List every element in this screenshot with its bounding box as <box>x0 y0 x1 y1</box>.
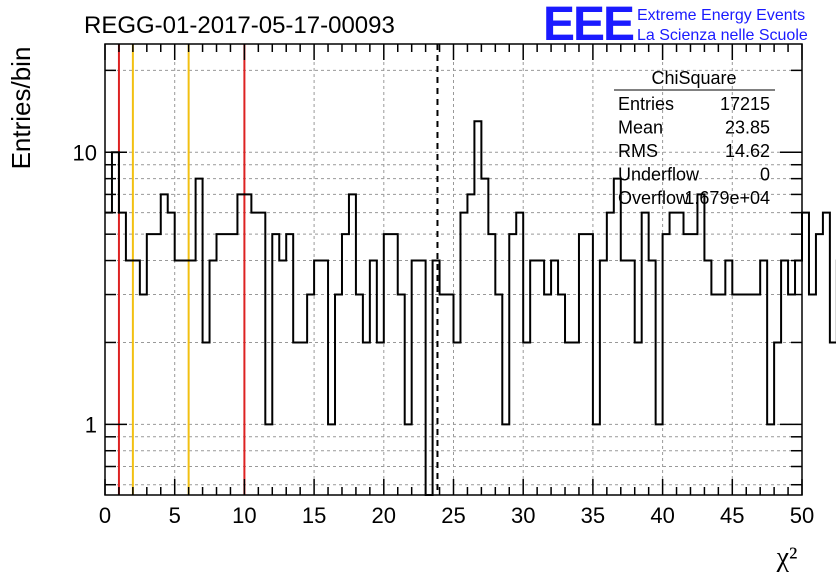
stats-value: 17215 <box>720 94 770 114</box>
x-axis-label: χ² <box>776 542 798 572</box>
y-axis-label: Entries/bin <box>6 47 36 170</box>
run-title: REGG-01-2017-05-17-00093 <box>84 12 395 39</box>
x-tick-label: 35 <box>581 503 605 528</box>
stats-label: Mean <box>618 118 663 138</box>
x-tick-label: 50 <box>790 503 814 528</box>
axis-ticks <box>104 44 803 495</box>
x-tick-label: 45 <box>720 503 744 528</box>
logo-line2: La Scienza nelle Scuole <box>637 27 808 44</box>
x-tick-label: 20 <box>372 503 396 528</box>
stats-label: Underflow <box>618 165 700 185</box>
eee-logo: EEE Extreme Energy Events La Scienza nel… <box>543 0 808 51</box>
x-tick-label: 5 <box>169 503 181 528</box>
histogram-line <box>105 120 836 496</box>
reference-lines <box>117 44 246 495</box>
stats-value: 14.62 <box>725 141 770 161</box>
x-tick-label: 40 <box>650 503 674 528</box>
x-tick-label: 10 <box>232 503 256 528</box>
x-tick-label: 30 <box>511 503 535 528</box>
x-tick-label: 15 <box>302 503 326 528</box>
tick-labels: 0 5 10 15 20 25 30 35 40 45 50 1 10 <box>73 140 815 528</box>
stats-label: Entries <box>618 94 674 114</box>
x-tick-label: 0 <box>99 503 111 528</box>
stats-value: 1.679e+04 <box>684 188 770 208</box>
y-tick-label: 10 <box>73 140 97 165</box>
stats-value: 23.85 <box>725 118 770 138</box>
logo-letters: EEE <box>543 0 634 51</box>
x-tick-label: 25 <box>441 503 465 528</box>
stats-label: RMS <box>618 141 658 161</box>
stats-label: Overflow <box>618 188 690 208</box>
stats-value: 0 <box>760 165 770 185</box>
logo-line1: Extreme Energy Events <box>637 7 805 24</box>
y-tick-label: 1 <box>85 412 97 437</box>
stats-box: ChiSquare Entries 17215 Mean 23.85 RMS 14.62 U… <box>614 68 775 208</box>
stats-name: ChiSquare <box>651 68 736 88</box>
